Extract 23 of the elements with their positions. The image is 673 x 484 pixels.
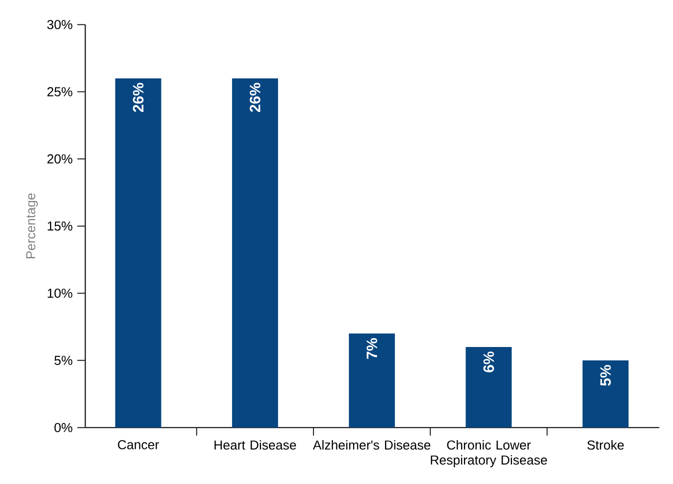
y-tick-label: 10% — [48, 288, 72, 298]
data-label: 5% — [600, 365, 611, 386]
data-label: 7% — [366, 338, 378, 359]
bar — [348, 334, 395, 428]
y-tick-label: 15% — [48, 222, 72, 231]
y-tick-label: 0% — [54, 422, 72, 432]
x-tick-label: Alzheimer's Disease — [312, 440, 430, 450]
bar — [115, 78, 162, 428]
bar — [232, 78, 278, 428]
data-label: 6% — [483, 352, 494, 372]
y-tick-label: 20% — [47, 154, 72, 164]
x-tick-label: Cancer — [118, 440, 159, 450]
x-tick-label: Chronic Lower Respiratory Disease — [430, 440, 547, 468]
y-tick-label: 25% — [47, 87, 72, 96]
y-tick-label: 30% — [47, 20, 72, 30]
x-tick-label: Heart Disease — [214, 440, 296, 450]
data-label: 26% — [132, 82, 144, 112]
data-label: 26% — [250, 82, 260, 112]
bar — [582, 360, 629, 428]
y-axis-title: Percentage — [26, 193, 38, 258]
y-tick-label: 5% — [54, 356, 72, 365]
bar — [466, 346, 512, 428]
x-tick-label: Stroke — [587, 440, 624, 450]
